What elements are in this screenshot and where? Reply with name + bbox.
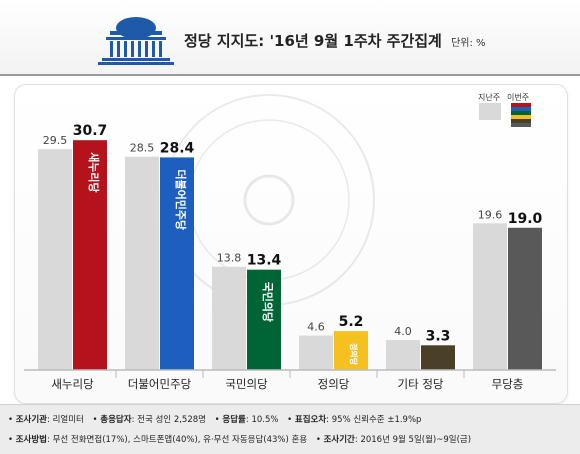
- party-logo-text: 국민의당: [261, 282, 275, 322]
- national-assembly-icon: [98, 17, 174, 65]
- data-label-prev: 29.5: [43, 134, 68, 147]
- party-logo-text: 정의당: [349, 343, 359, 366]
- footer-key: 조사기관: [15, 415, 47, 425]
- party-logo-text: 새누리당: [87, 152, 101, 192]
- bar-this-week: [508, 227, 542, 370]
- category-label: 정의당: [318, 377, 350, 391]
- bar-prev-week: [38, 149, 72, 370]
- footer-line-2: • 조사방법: 무선 전화면접(17%), 스마트폰앱(40%), 유·무선 자…: [8, 435, 472, 445]
- footer-value: 10.5%: [251, 415, 279, 425]
- bar-prev-week: [473, 223, 507, 370]
- legend-curr-label: 이번주: [507, 93, 530, 102]
- title-text: 정당 지지도: '16년 9월 1주차 주간집계: [184, 32, 442, 50]
- category-label: 더불어민주당: [128, 377, 192, 391]
- footer-line-1: • 조사기관: 리얼미터 • 총응답자: 전국 성인 2,528명 • 응답률:…: [8, 415, 422, 425]
- party-logo-text: 더불어민주당: [174, 169, 188, 230]
- header: 정당 지지도: '16년 9월 1주차 주간집계 단위: %: [0, 0, 580, 76]
- footer-key: 조사방법: [15, 435, 47, 445]
- data-label-curr: 28.4: [160, 140, 195, 156]
- bar-this-week: [73, 140, 107, 370]
- bar-chart: 새누리당 29.5 30.7 더불어민주당 28.5 28.4 국민의당 13.8 13.4 정의…: [24, 94, 556, 391]
- bar-prev-week: [125, 156, 159, 370]
- bar-prev-week: [212, 266, 246, 370]
- legend-curr-swatch: [511, 103, 531, 127]
- data-label-prev: 4.0: [394, 325, 412, 338]
- legend-prev-swatch: [479, 103, 501, 120]
- page-title: 정당 지지도: '16년 9월 1주차 주간집계 단위: %: [184, 30, 486, 51]
- footer-value: 리얼미터: [52, 415, 84, 425]
- footer: • 조사기관: 리얼미터 • 총응답자: 전국 성인 2,528명 • 응답률:…: [0, 404, 580, 454]
- category-label: 무당층: [492, 377, 524, 391]
- bar-this-week: [247, 269, 281, 370]
- data-label-curr: 3.3: [426, 328, 451, 344]
- footer-key: 표집오차: [294, 415, 327, 425]
- data-label-curr: 19.0: [508, 211, 543, 227]
- bar-prev-week: [299, 335, 333, 370]
- footer-value: 95% 신뢰수준 ±1.9%p: [331, 415, 422, 425]
- legend-prev-label: 지난주: [478, 93, 501, 102]
- footer-value: 무선 전화면접(17%), 스마트폰앱(40%), 유·무선 자동응답(43%)…: [52, 435, 308, 445]
- footer-key: 응답률: [222, 415, 246, 425]
- bar-prev-week: [386, 340, 420, 370]
- category-label: 국민의당: [225, 377, 268, 391]
- bar-this-week: [160, 157, 194, 370]
- bar-this-week: [421, 345, 455, 370]
- footer-value: 2016년 9월 5일(월)~9일(금): [360, 435, 472, 445]
- footer-key: 조사기간: [323, 435, 355, 445]
- data-label-curr: 5.2: [339, 314, 364, 330]
- category-label: 새누리당: [51, 377, 94, 391]
- footer-value: 전국 성인 2,528명: [137, 415, 206, 425]
- data-label-curr: 30.7: [73, 123, 108, 139]
- data-label-prev: 13.8: [217, 252, 242, 265]
- category-label: 기타 정당: [398, 377, 444, 391]
- data-label-prev: 28.5: [130, 142, 155, 155]
- footer-key: 총응답자: [100, 415, 132, 425]
- unit-label: 단위: %: [451, 38, 486, 49]
- data-label-prev: 19.6: [478, 208, 503, 221]
- bar-this-week: [334, 331, 368, 370]
- data-label-curr: 13.4: [247, 253, 282, 269]
- data-label-prev: 4.6: [307, 321, 325, 334]
